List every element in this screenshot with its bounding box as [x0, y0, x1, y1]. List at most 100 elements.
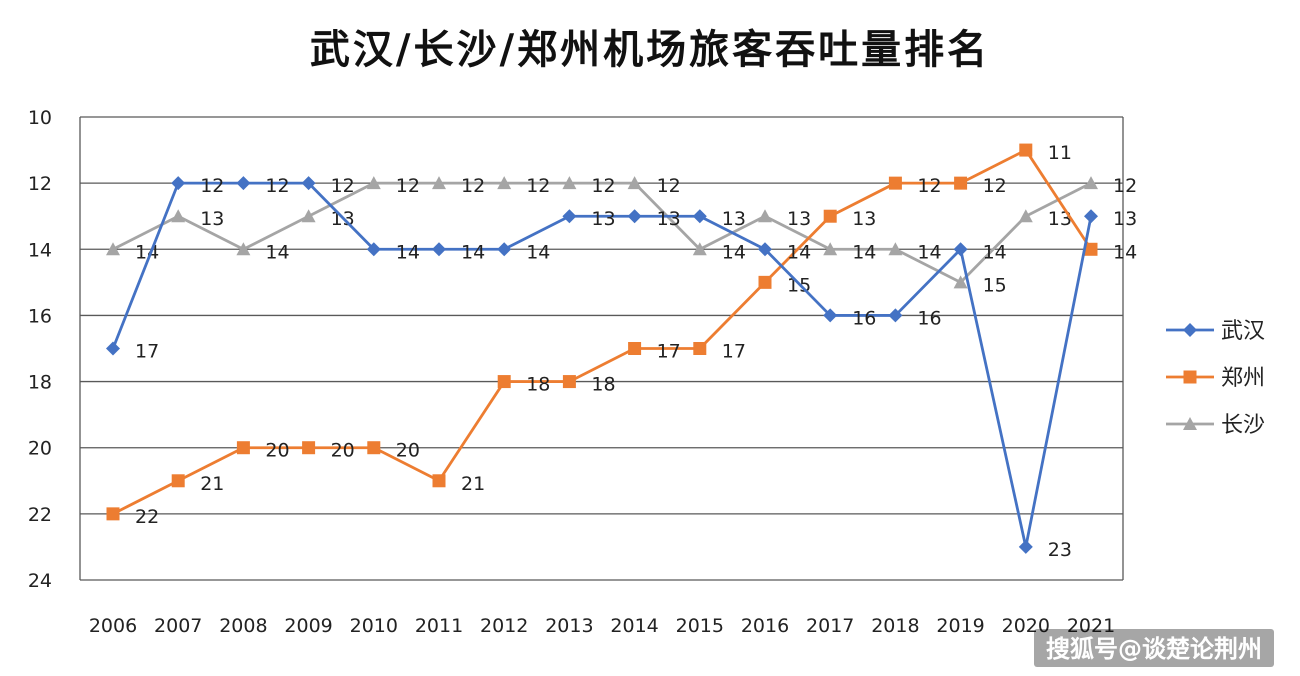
- y-tick-label: 20: [28, 438, 52, 460]
- data-label: 14: [461, 241, 485, 263]
- data-label: 14: [265, 241, 289, 263]
- series-line: [112, 148, 1093, 516]
- data-label: 12: [526, 175, 550, 197]
- series-layer: 14 13 14 13 12 12 12 12 12 14 13 14 14 15 13 12 22 21 20 20…: [106, 142, 1137, 561]
- data-point: [236, 242, 251, 256]
- data-point: [823, 209, 837, 223]
- y-tick-label: 10: [28, 107, 52, 129]
- data-point: [236, 176, 251, 191]
- data-label: 17: [722, 341, 746, 363]
- data-point: [823, 308, 838, 323]
- data-label: 12: [461, 175, 485, 197]
- x-tick-label: 2013: [545, 615, 593, 637]
- y-tick-label: 16: [28, 305, 52, 327]
- data-point: [562, 176, 577, 190]
- data-label: 13: [657, 208, 681, 230]
- data-point: [497, 375, 511, 389]
- x-tick-label: 2011: [415, 615, 463, 637]
- data-point: [758, 275, 772, 289]
- data-label: 13: [1113, 208, 1137, 230]
- data-label: 14: [722, 241, 746, 263]
- data-point: [106, 242, 120, 256]
- data-label: 21: [200, 473, 224, 495]
- data-point: [302, 441, 316, 455]
- x-tick-label: 2010: [350, 615, 398, 637]
- data-point: [888, 176, 902, 190]
- x-tick-label: 2019: [936, 615, 984, 637]
- x-tick-label: 2009: [284, 615, 332, 637]
- series-triangle: 14 13 14 13 12 12 12 12 12 14 13 14 14 15 13 12: [106, 175, 1137, 296]
- data-point: [432, 242, 446, 257]
- data-point: [758, 242, 772, 257]
- data-label: 23: [1048, 539, 1072, 561]
- data-point: [106, 507, 120, 521]
- data-label: 20: [265, 440, 289, 462]
- legend-item: 长沙: [1166, 413, 1265, 438]
- series-square: 22 21 20 20 20 21 18 18 17 17 15 13 12 12 11 14: [106, 142, 1137, 528]
- data-label: 15: [983, 274, 1007, 296]
- data-label: 12: [657, 175, 681, 197]
- data-point: [1084, 176, 1098, 190]
- data-point: [888, 308, 903, 323]
- y-tick-label: 14: [28, 239, 52, 261]
- data-point: [1084, 242, 1098, 256]
- x-tick-label: 2015: [676, 615, 724, 637]
- data-point: [888, 242, 903, 256]
- data-point: [1018, 209, 1033, 223]
- data-label: 12: [331, 175, 355, 197]
- data-label: 14: [1113, 241, 1137, 263]
- watermark-text: 搜狐号@谈楚论荆州: [1046, 635, 1262, 663]
- data-label: 11: [1048, 142, 1072, 164]
- data-point: [693, 342, 707, 355]
- data-label: 16: [852, 307, 876, 329]
- data-label: 12: [396, 175, 420, 197]
- data-point: [627, 209, 642, 224]
- data-point: [1019, 143, 1033, 157]
- series-line: [111, 181, 1093, 549]
- x-tick-label: 2018: [871, 615, 919, 637]
- watermark: 搜狐号@谈楚论荆州: [1034, 629, 1274, 667]
- data-label: 12: [265, 175, 289, 197]
- y-tick-label: 12: [28, 173, 52, 195]
- data-label: 13: [787, 208, 811, 230]
- data-point: [301, 209, 316, 223]
- data-point: [497, 242, 512, 257]
- data-point: [106, 341, 120, 356]
- data-point: [236, 441, 250, 455]
- data-label: 21: [461, 473, 485, 495]
- data-point: [171, 209, 186, 223]
- x-tick-label: 2008: [219, 615, 267, 637]
- data-label: 14: [852, 241, 876, 263]
- data-point: [954, 176, 968, 190]
- data-label: 13: [1048, 208, 1072, 230]
- data-point: [953, 242, 968, 257]
- data-point: [171, 176, 186, 191]
- data-point: [171, 474, 185, 488]
- legend-item: 武汉: [1166, 319, 1265, 344]
- data-point: [562, 375, 576, 389]
- legend-label: 武汉: [1221, 319, 1265, 344]
- data-label: 17: [657, 341, 681, 363]
- x-tick-label: 2020: [1002, 615, 1050, 637]
- data-label: 12: [591, 175, 615, 197]
- x-tick-label: 2006: [89, 615, 137, 637]
- data-label: 16: [917, 307, 941, 329]
- x-tick-label: 2016: [741, 615, 789, 637]
- data-label: 12: [983, 175, 1007, 197]
- data-label: 14: [787, 241, 811, 263]
- series-diamond: 17 12 12 12 14 14 14 13 13 13 14 16 16 14 23 13: [106, 175, 1137, 561]
- data-point: [692, 242, 707, 256]
- x-axis: 2006 2007 2008 2009 2010 2011 2012 2013 2014 2015…: [89, 615, 1115, 637]
- data-point: [953, 275, 968, 289]
- data-label: 12: [200, 175, 224, 197]
- data-point: [366, 242, 381, 257]
- x-tick-label: 2017: [806, 615, 854, 637]
- y-tick-label: 22: [28, 504, 52, 526]
- x-tick-label: 2007: [154, 615, 202, 637]
- data-point: [758, 209, 772, 223]
- data-label: 17: [135, 341, 159, 363]
- data-label: 20: [331, 440, 355, 462]
- data-point: [1183, 323, 1197, 337]
- data-label: 13: [852, 208, 876, 230]
